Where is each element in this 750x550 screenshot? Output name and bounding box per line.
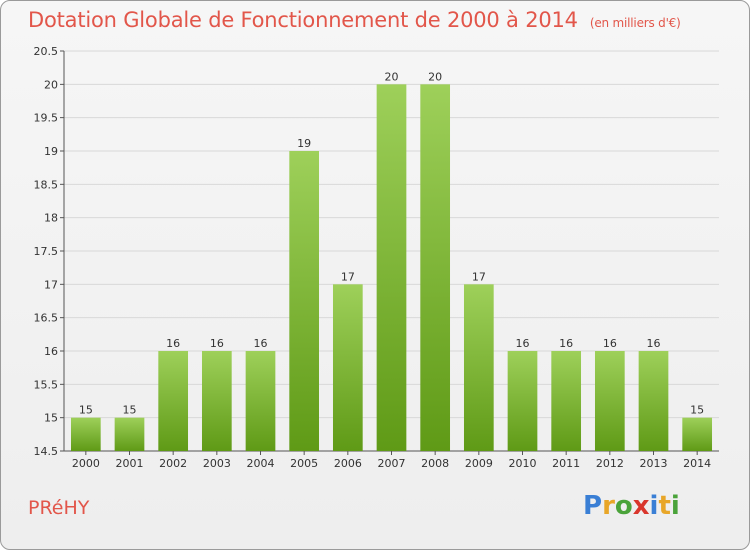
x-tick-label: 2009 (465, 457, 493, 470)
data-label: 15 (690, 404, 704, 417)
y-tick-label: 19.5 (34, 112, 59, 125)
x-tick-label: 2007 (378, 457, 406, 470)
x-tick-label: 2001 (116, 457, 144, 470)
x-tick-label: 2012 (596, 457, 624, 470)
brand-letter: o (614, 491, 633, 521)
y-tick-label: 16.5 (34, 312, 59, 325)
bar (332, 284, 363, 451)
x-tick-label: 2002 (159, 457, 187, 470)
data-label: 16 (559, 337, 573, 350)
x-tick-label: 2005 (290, 457, 318, 470)
y-tick-label: 15 (44, 412, 58, 425)
x-tick-label: 2014 (683, 457, 711, 470)
commune-name: PRéHY (28, 497, 90, 519)
x-tick-label: 2004 (247, 457, 275, 470)
bar (594, 351, 625, 451)
data-label: 20 (385, 70, 399, 83)
bar (376, 84, 407, 451)
brand-letter: x (632, 491, 650, 521)
x-tick-label: 2010 (509, 457, 537, 470)
data-label: 20 (428, 70, 442, 83)
x-tick-label: 2011 (552, 457, 580, 470)
bar (201, 351, 232, 451)
brand-letter: t (658, 491, 671, 521)
chart-title-text: Dotation Globale de Fonctionnement de 20… (28, 8, 578, 32)
unit-label: (en milliers d'€) (589, 16, 681, 30)
bar (463, 284, 494, 451)
x-tick-label: 2008 (421, 457, 449, 470)
data-label: 16 (254, 337, 268, 350)
data-label: 17 (341, 270, 355, 283)
data-label: 15 (79, 404, 93, 417)
y-tick-label: 19 (44, 145, 58, 158)
data-label: 16 (166, 337, 180, 350)
brand-letter: i (670, 491, 680, 521)
x-tick-label: 2000 (72, 457, 100, 470)
data-label: 15 (123, 404, 137, 417)
y-tick-label: 18 (44, 212, 58, 225)
bar (551, 351, 582, 451)
data-label: 16 (647, 337, 661, 350)
x-tick-label: 2003 (203, 457, 231, 470)
data-label: 16 (603, 337, 617, 350)
bar (682, 417, 713, 451)
y-tick-label: 14.5 (34, 445, 59, 458)
bar (158, 351, 189, 451)
y-tick-label: 20.5 (34, 45, 59, 58)
bar (289, 151, 320, 451)
data-label: 17 (472, 270, 486, 283)
bar (507, 351, 538, 451)
bar (70, 417, 101, 451)
bar (114, 417, 145, 451)
brand-letter: r (602, 491, 615, 521)
y-tick-label: 18.5 (34, 178, 59, 191)
bar (638, 351, 669, 451)
y-tick-label: 15.5 (34, 378, 59, 391)
data-label: 16 (210, 337, 224, 350)
y-tick-label: 20 (44, 78, 58, 91)
y-tick-label: 17 (44, 278, 58, 291)
brand-letter: i (649, 491, 659, 521)
y-tick-label: 17.5 (34, 245, 59, 258)
y-tick-label: 16 (44, 345, 58, 358)
data-label: 16 (516, 337, 530, 350)
bar (245, 351, 276, 451)
chart-title: Dotation Globale de Fonctionnement de 20… (28, 8, 681, 32)
brand-letter: P (583, 491, 603, 521)
bars (70, 84, 713, 451)
bar (420, 84, 451, 451)
proxiti-logo: Proxiti (583, 491, 680, 521)
data-label: 19 (297, 137, 311, 150)
x-tick-label: 2013 (640, 457, 668, 470)
x-tick-label: 2006 (334, 457, 362, 470)
labels: 15 2000 15 2001 16 2002 16 2003 16 2004 19 2005 17 20… (72, 70, 711, 470)
